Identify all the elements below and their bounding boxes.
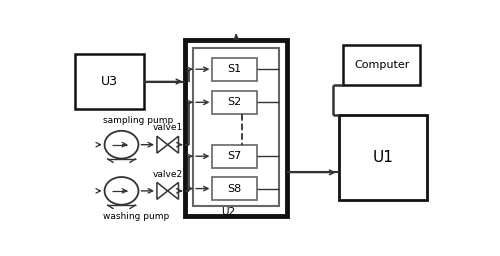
Text: S7: S7 [228, 151, 242, 161]
Bar [344, 45, 420, 85]
Bar [186, 40, 287, 216]
Text: S1: S1 [228, 64, 242, 74]
Bar [212, 58, 257, 81]
Bar [212, 177, 257, 200]
Bar [74, 54, 144, 109]
Text: sampling pump: sampling pump [103, 116, 174, 125]
Bar [338, 115, 427, 200]
Bar [193, 48, 280, 206]
Text: valve1: valve1 [152, 123, 183, 132]
Text: U3: U3 [100, 75, 117, 88]
Bar [212, 91, 257, 114]
Bar [212, 145, 257, 168]
Text: S2: S2 [228, 97, 242, 107]
Text: Computer: Computer [354, 60, 410, 70]
Text: U1: U1 [372, 150, 394, 165]
Text: valve2: valve2 [152, 169, 183, 179]
Text: S8: S8 [228, 184, 242, 194]
Text: U2: U2 [220, 207, 235, 217]
Text: washing pump: washing pump [103, 212, 170, 221]
